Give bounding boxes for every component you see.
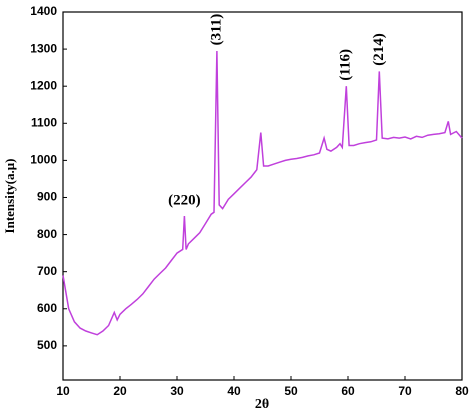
- peak-label: (116): [338, 49, 354, 81]
- y-tick-label: 600: [37, 301, 57, 315]
- y-tick-label: 900: [37, 190, 57, 204]
- plot-frame: [62, 11, 463, 381]
- y-tick-label: 1400: [30, 4, 57, 18]
- peak-label: (220): [168, 193, 201, 209]
- x-tick-label: 10: [56, 384, 70, 398]
- x-axis-title: 2θ: [255, 397, 269, 412]
- x-tick-label: 70: [398, 384, 412, 398]
- x-tick-label: 30: [170, 384, 184, 398]
- peak-label: (311): [208, 14, 224, 46]
- y-tick-label: 700: [37, 264, 57, 278]
- x-tick-label: 20: [113, 384, 127, 398]
- y-tick-label: 1100: [31, 115, 57, 129]
- y-tick-label: 1200: [30, 78, 57, 92]
- x-tick-label: 50: [284, 384, 298, 398]
- peak-label: (214): [371, 33, 387, 66]
- y-tick-label: 500: [37, 338, 57, 352]
- y-tick-label: 1000: [30, 153, 57, 167]
- y-axis-title: Intensity(a.μ): [2, 159, 17, 234]
- y-tick-label: 1300: [30, 41, 57, 55]
- y-tick-label: 800: [37, 227, 57, 241]
- x-tick-label: 60: [341, 384, 355, 398]
- data-line: [62, 50, 463, 336]
- x-tick-label: 40: [227, 384, 241, 398]
- x-tick-label: 80: [455, 384, 469, 398]
